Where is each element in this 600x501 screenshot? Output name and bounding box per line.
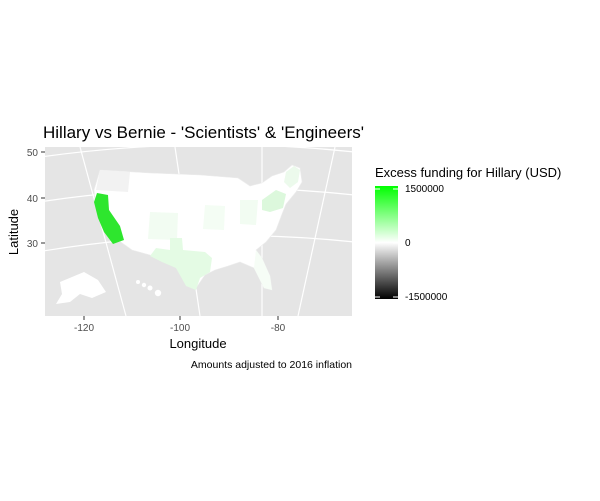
x-axis: -120 -100 -80 Longitude (74, 316, 286, 351)
state-shape (96, 170, 130, 192)
legend-label: -1500000 (405, 292, 448, 303)
hawaii-shape (136, 280, 162, 297)
state-shape (240, 200, 258, 225)
map-area (45, 147, 352, 316)
y-axis: 50 40 30 Latitude (6, 148, 45, 255)
alaska-shape (56, 272, 106, 304)
legend-colorbar (375, 186, 398, 299)
northeast-shape (262, 190, 286, 212)
legend: Excess funding for Hillary (USD) 1500000… (375, 165, 561, 303)
legend-label: 0 (405, 238, 411, 249)
graticule-parallel (45, 147, 352, 157)
state-shape (148, 212, 178, 240)
graticule-meridian (79, 147, 127, 316)
california-shape (94, 193, 124, 244)
y-axis-label: Latitude (6, 209, 21, 255)
y-tick-label: 30 (27, 239, 39, 250)
y-tick-label: 40 (27, 194, 39, 205)
chart-title: Hillary vs Bernie - 'Scientists' & 'Engi… (43, 123, 364, 142)
y-tick-label: 50 (27, 148, 39, 159)
graticule-meridian (297, 147, 336, 316)
state-shape (254, 250, 272, 290)
x-tick-label: -100 (170, 323, 190, 334)
x-axis-label: Longitude (169, 336, 226, 351)
northeast-shape (284, 166, 300, 188)
legend-title: Excess funding for Hillary (USD) (375, 165, 561, 180)
legend-label: 1500000 (405, 184, 444, 195)
texas-shape (150, 238, 212, 290)
caption: Amounts adjusted to 2016 inflation (191, 359, 352, 371)
x-tick-label: -120 (74, 323, 94, 334)
x-tick-label: -80 (271, 323, 286, 334)
state-shape (203, 205, 225, 230)
